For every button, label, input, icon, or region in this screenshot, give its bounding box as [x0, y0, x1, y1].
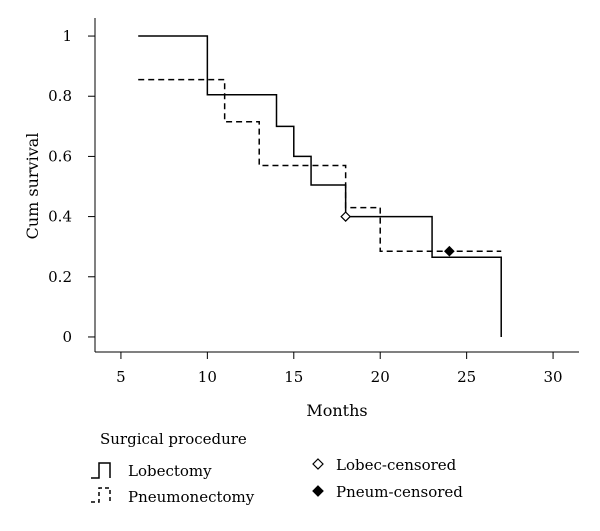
legend-item-pneum-censored: Pneum-censored	[312, 483, 463, 501]
plot-area	[138, 35, 502, 337]
legend-label-pneum-censored: Pneum-censored	[336, 483, 463, 501]
x-tick-label-5: 30	[544, 368, 563, 386]
legend-label-lobec-censored: Lobec-censored	[336, 456, 457, 474]
x-tick-label-1: 10	[198, 368, 217, 386]
axes: 5 10 15 20 25 30 0 0.2 0.4 0.6 0.8 1	[48, 18, 579, 386]
y-tick-label-2: 0.4	[48, 208, 72, 226]
x-axis-title: Months	[306, 401, 367, 420]
legend-item-lobectomy: Lobectomy	[91, 462, 212, 480]
y-tick-label-4: 0.8	[48, 87, 72, 105]
pneum-censored-marker-0	[444, 245, 455, 257]
y-tick-label-5: 1	[62, 27, 72, 45]
y-tick-label-0: 0	[62, 328, 72, 346]
y-axis-title: Cum survival	[23, 133, 42, 240]
legend-title: Surgical procedure	[100, 430, 247, 448]
legend-swatch-dashed	[91, 487, 111, 503]
legend-item-lobec-censored: Lobec-censored	[312, 456, 457, 474]
legend-swatch-solid	[91, 462, 111, 479]
series-lobectomy-line	[138, 35, 502, 337]
x-tick-label-3: 20	[371, 368, 390, 386]
legend: Surgical procedure Lobectomy Pneumonecto…	[91, 430, 463, 506]
y-tick-label-3: 0.6	[48, 147, 72, 165]
legend-label-lobectomy: Lobectomy	[128, 462, 212, 480]
series-pneumonectomy-line	[138, 78, 502, 252]
open-diamond-icon	[312, 458, 324, 470]
x-tick-label-2: 15	[284, 368, 303, 386]
legend-label-pneumonectomy: Pneumonectomy	[128, 488, 255, 506]
x-tick-label-0: 5	[116, 368, 126, 386]
filled-diamond-icon	[312, 485, 324, 497]
y-tick-label-1: 0.2	[48, 268, 72, 286]
x-tick-label-4: 25	[457, 368, 476, 386]
lobec-censored-marker-0	[340, 211, 351, 222]
legend-item-pneumonectomy: Pneumonectomy	[91, 487, 255, 506]
